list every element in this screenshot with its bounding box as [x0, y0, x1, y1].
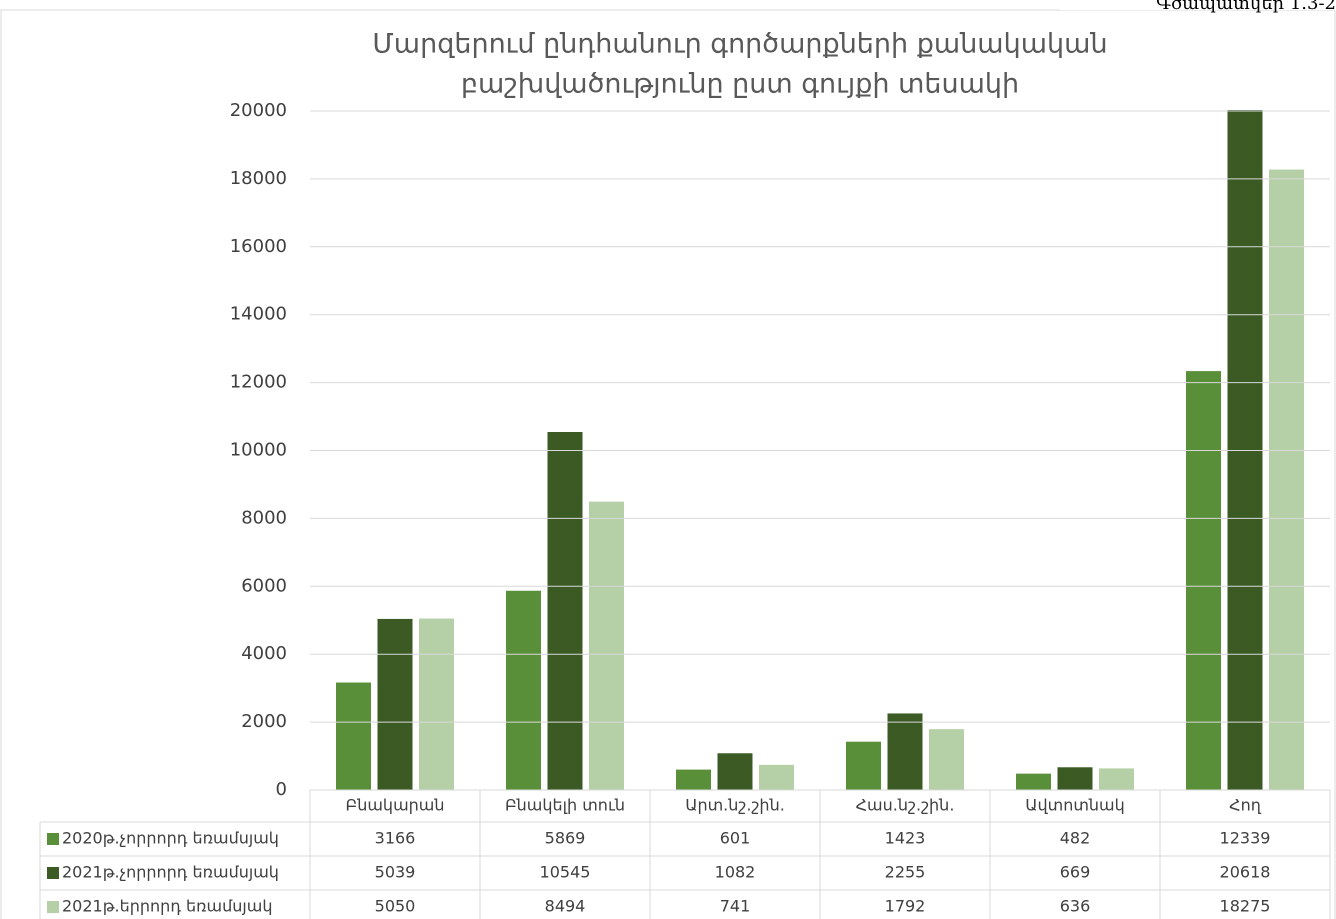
bar [846, 741, 881, 790]
figure-note: Գծապատկեր 1.3-2 [1156, 0, 1336, 14]
x-tick-label: Բնակելի տուն [505, 796, 625, 815]
x-tick-label: Բնակարան [345, 796, 444, 815]
table-value: 5869 [545, 829, 586, 848]
bar [589, 501, 624, 790]
table-value: 12339 [1220, 829, 1271, 848]
plot [336, 110, 1304, 791]
y-tick-label: 20000 [230, 100, 287, 121]
bar [1269, 169, 1304, 791]
bar [1099, 768, 1134, 790]
legend-label: 2020թ.չորրորդ եռամսյակ [62, 829, 279, 848]
table-value: 18275 [1220, 897, 1271, 916]
chart-title: բաշխվածությունը ըստ գույքի տեսակի [461, 69, 1019, 100]
y-tick-label: 0 [276, 779, 287, 800]
y-tick-label: 2000 [241, 711, 287, 732]
table-value: 5039 [375, 863, 416, 882]
table-value: 2255 [885, 863, 926, 882]
bar [1016, 773, 1051, 790]
table-value: 669 [1060, 863, 1091, 882]
bar [419, 618, 454, 790]
table-value: 8494 [545, 897, 586, 916]
x-tick-label: Հող [1229, 796, 1262, 815]
y-tick-label: 8000 [241, 507, 287, 528]
table-value: 3166 [375, 829, 416, 848]
y-tick-label: 4000 [241, 643, 287, 664]
x-tick-label: Արտ.նշ.շին. [685, 796, 785, 815]
y-tick-label: 6000 [241, 575, 287, 596]
note-bg [1060, 0, 1336, 10]
table-value: 1792 [885, 897, 926, 916]
legend-label: 2021թ.երրորդ եռամսյակ [62, 897, 272, 916]
bar [676, 769, 711, 790]
x-tick-label: Հաս.նշ.շին. [856, 796, 955, 815]
bar [1057, 767, 1093, 790]
table-value: 741 [720, 897, 751, 916]
legend-label: 2021թ.չորրորդ եռամսյակ [62, 863, 279, 882]
table-value: 5050 [375, 897, 416, 916]
table-value: 601 [720, 829, 751, 848]
table-value: 10545 [540, 863, 591, 882]
bar [929, 729, 964, 790]
bar [336, 682, 371, 790]
y-tick-label: 18000 [230, 168, 287, 189]
table-value: 20618 [1220, 863, 1271, 882]
bar [506, 590, 541, 790]
bar [377, 618, 413, 790]
legend-key [47, 833, 59, 845]
y-tick-label: 10000 [230, 440, 287, 461]
bar [547, 431, 583, 790]
bar [1227, 110, 1263, 790]
bar [887, 713, 923, 790]
x-tick-label: Ավտոտնակ [1025, 796, 1125, 815]
legend-key [47, 867, 59, 879]
bar [1186, 371, 1221, 790]
table-value: 636 [1060, 897, 1091, 916]
chart-border [0, 9, 1336, 919]
legend-key [47, 901, 59, 913]
chart-title: Մարզերում ընդհանուր գործարքների քանակակա… [372, 29, 1107, 60]
bar [717, 753, 753, 790]
y-tick-label: 14000 [230, 304, 287, 325]
y-tick-label: 12000 [230, 372, 287, 393]
y-tick-label: 16000 [230, 236, 287, 257]
table-value: 1082 [715, 863, 756, 882]
table-value: 1423 [885, 829, 926, 848]
table-value: 482 [1060, 829, 1091, 848]
bar [759, 764, 794, 790]
